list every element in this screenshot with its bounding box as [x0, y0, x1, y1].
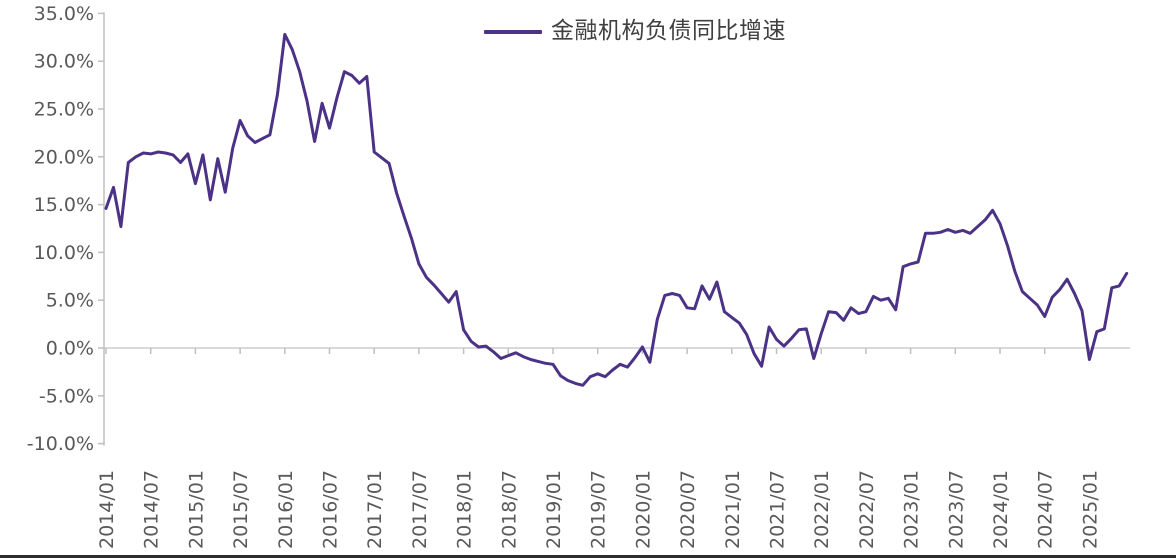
x-tick-label: 2022/07 [856, 470, 878, 549]
x-axis-labels: 2014/01 2014/07 2015/01 2015/07 2016/01 2016/… [96, 470, 1101, 549]
x-tick-label: 2023/07 [945, 470, 967, 549]
x-tick-label: 2019/01 [543, 470, 565, 549]
x-tick-label: 2024/01 [990, 470, 1012, 549]
x-tick-label: 2020/07 [677, 470, 699, 549]
y-tick-label: 30.0% [34, 51, 94, 73]
y-tick-label: 0.0% [46, 338, 94, 360]
x-tick-label: 2025/01 [1079, 470, 1101, 549]
y-tick-label: -5.0% [39, 385, 94, 407]
x-tick-label: 2018/01 [454, 470, 476, 549]
x-tick-label: 2024/07 [1035, 470, 1057, 549]
y-axis-labels: 35.0% 30.0% 25.0% 20.0% 15.0% 10.0% 5.0% 0.0% -5… [27, 3, 94, 455]
x-tick-label: 2021/01 [722, 470, 744, 549]
x-tick-label: 2020/01 [632, 470, 654, 549]
y-tick-label: 10.0% [34, 242, 94, 264]
y-tick-label: 15.0% [34, 194, 94, 216]
y-tick-label: 5.0% [46, 290, 94, 312]
data-series-line [104, 32, 1129, 387]
y-tick-label: 35.0% [34, 3, 94, 25]
x-tick-label: 2017/01 [364, 470, 386, 549]
x-axis-ticks [105, 348, 1091, 354]
x-tick-label: 2014/01 [96, 470, 118, 549]
x-tick-label: 2014/07 [141, 470, 163, 549]
bottom-divider [0, 555, 1176, 558]
x-tick-label: 2015/07 [230, 470, 252, 549]
x-tick-label: 2021/07 [767, 470, 789, 549]
y-tick-label: 25.0% [34, 99, 94, 121]
x-tick-label: 2018/07 [498, 470, 520, 549]
x-tick-label: 2017/07 [409, 470, 431, 549]
x-tick-label: 2015/01 [185, 470, 207, 549]
x-tick-label: 2022/01 [811, 470, 833, 549]
x-tick-label: 2019/07 [588, 470, 610, 549]
y-tick-label: -10.0% [27, 433, 94, 455]
x-tick-label: 2023/01 [901, 470, 923, 549]
series-polyline [104, 32, 1129, 387]
y-axis [98, 12, 105, 446]
y-tick-label: 20.0% [34, 146, 94, 168]
x-tick-label: 2016/07 [320, 470, 342, 549]
x-tick-label: 2016/01 [275, 470, 297, 549]
